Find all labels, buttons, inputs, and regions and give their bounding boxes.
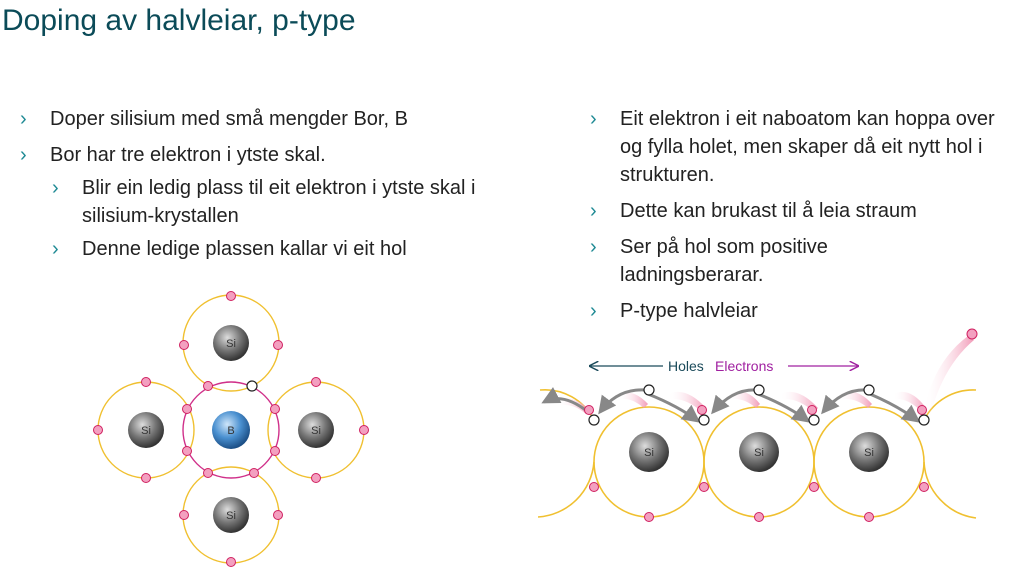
atom-label: Si <box>311 425 321 437</box>
bullet-chevron-icon: › <box>20 144 27 166</box>
bullet-item: › Doper silisium med små mengder Bor, B <box>20 105 500 133</box>
bullet-text: Blir ein ledig plass til eit elektron i … <box>82 177 476 227</box>
legend-electrons: Electrons <box>715 358 773 374</box>
si-atom: Si <box>629 432 669 472</box>
bullet-text: Eit elektron i eit naboatom kan hoppa ov… <box>620 108 995 186</box>
legend: Holes Electrons <box>590 358 858 374</box>
bullet-text: Bor har tre elektron i ytste skal. <box>50 144 326 166</box>
bullet-item: › Ser på hol som positive ladningsberarar… <box>590 233 920 289</box>
atom-label: Si <box>754 447 764 459</box>
bullet-text: Denne ledige plassen kallar vi eit hol <box>82 238 407 260</box>
sub-bullet-item: › Blir ein ledig plass til eit elektron i… <box>20 174 502 230</box>
si-atom: Si <box>213 497 249 533</box>
boron-lattice-diagram: Si Si Si Si B <box>93 291 369 567</box>
bullet-text: Ser på hol som positive ladningsberarar. <box>620 236 828 286</box>
atom-label: Si <box>141 425 151 437</box>
si-atom: Si <box>128 412 164 448</box>
bullet-chevron-icon: › <box>20 108 27 130</box>
boron-atom: B <box>212 411 250 449</box>
bullet-chevron-icon: › <box>590 300 597 322</box>
page-title: Doping av halvleiar, p-type <box>2 4 356 37</box>
atom-label: B <box>227 425 234 437</box>
holes <box>588 384 930 426</box>
jump-arrows <box>541 387 921 423</box>
hole-marker <box>246 380 258 392</box>
boron-orbit <box>182 381 280 479</box>
si-atom: Si <box>213 325 249 361</box>
atom-label: Si <box>644 447 654 459</box>
atom-label: Si <box>226 338 236 350</box>
bullet-item: › P-type halvleiar <box>590 297 1010 325</box>
bullet-text: Doper silisium med små mengder Bor, B <box>50 108 408 130</box>
bullet-chevron-icon: › <box>590 108 597 130</box>
bullet-item: › Dette kan brukast til å leia straum <box>590 197 1010 225</box>
bullet-text: P-type halvleiar <box>620 300 758 322</box>
electrons <box>584 328 978 522</box>
electron-trails <box>558 336 974 416</box>
bullet-item: › Bor har tre elektron i ytste skal. <box>20 141 500 169</box>
bullet-chevron-icon: › <box>52 238 59 260</box>
sub-bullet-item: › Denne ledige plassen kallar vi eit hol <box>20 235 500 263</box>
si-atom: Si <box>298 412 334 448</box>
si-atom: Si <box>849 432 889 472</box>
bullet-item: › Eit elektron i eit naboatom kan hoppa o… <box>590 105 1010 189</box>
right-bullet-list: › Eit elektron i eit naboatom kan hoppa o… <box>590 97 1010 325</box>
legend-holes: Holes <box>668 358 704 374</box>
bullet-chevron-icon: › <box>590 200 597 222</box>
electrons <box>93 291 369 567</box>
si-atom: Si <box>739 432 779 472</box>
atom-label: Si <box>864 447 874 459</box>
hole-movement-diagram: Holes Electrons Si Si Si <box>538 328 978 522</box>
left-bullet-list: › Doper silisium med små mengder Bor, B ›… <box>20 97 500 263</box>
bullet-chevron-icon: › <box>590 236 597 258</box>
bullet-text: Dette kan brukast til å leia straum <box>620 200 917 222</box>
atom-label: Si <box>226 510 236 522</box>
bullet-chevron-icon: › <box>52 177 59 199</box>
